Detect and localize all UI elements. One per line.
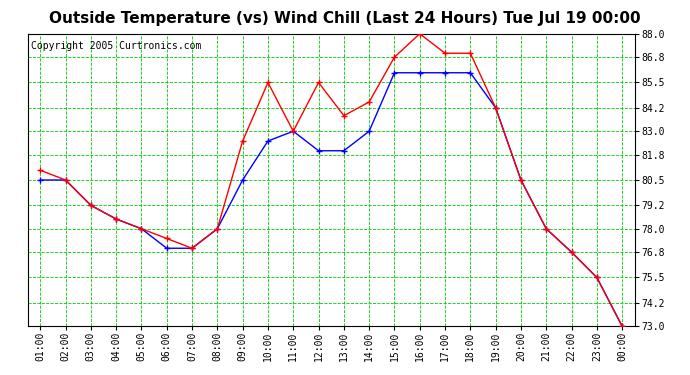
Text: Outside Temperature (vs) Wind Chill (Last 24 Hours) Tue Jul 19 00:00: Outside Temperature (vs) Wind Chill (Las… [49, 11, 641, 26]
Text: Copyright 2005 Curtronics.com: Copyright 2005 Curtronics.com [30, 41, 201, 51]
